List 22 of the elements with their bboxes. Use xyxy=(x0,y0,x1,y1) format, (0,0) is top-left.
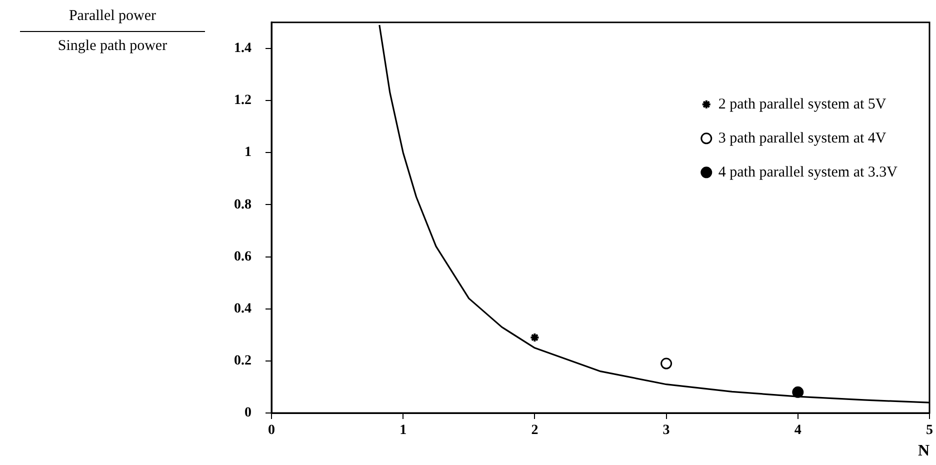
x-tick-label: 4 xyxy=(794,423,802,438)
point xyxy=(660,358,672,370)
y-tick-label: 1.4 xyxy=(234,41,252,56)
y-tick-label: 0.6 xyxy=(234,249,252,264)
x-tick-label: 5 xyxy=(926,423,933,438)
x-tick-label: 1 xyxy=(400,423,407,438)
y-tick-label: 1.2 xyxy=(234,93,252,108)
x-tick-label: 0 xyxy=(268,423,275,438)
point xyxy=(792,386,804,398)
y-axis-title: Parallel power Single path power xyxy=(56,8,168,55)
legend-label: 3 path parallel system at 4V xyxy=(718,130,886,146)
legend-label: 2 path parallel system at 5V xyxy=(718,96,886,112)
y-tick-label: 0 xyxy=(244,406,252,421)
y-tick-label: 0.2 xyxy=(234,354,252,369)
x-tick-label: 3 xyxy=(662,423,670,438)
x-tick-label: 2 xyxy=(531,423,538,438)
y-tick-label: 1 xyxy=(244,145,252,160)
x-axis-title: N xyxy=(918,442,930,460)
point xyxy=(530,332,540,342)
y-tick-label: 0.4 xyxy=(234,301,252,316)
legend-label: 4 path parallel system at 3.3V xyxy=(718,164,898,180)
y-tick-label: 0.8 xyxy=(234,197,252,212)
